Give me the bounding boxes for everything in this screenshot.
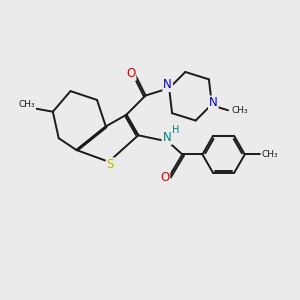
Text: CH₃: CH₃ xyxy=(232,106,248,115)
Text: O: O xyxy=(126,67,136,80)
Text: CH₃: CH₃ xyxy=(262,150,278,159)
Text: CH₃: CH₃ xyxy=(18,100,34,109)
Text: N: N xyxy=(209,96,218,110)
Text: H: H xyxy=(172,125,179,135)
Text: O: O xyxy=(160,172,169,184)
Text: N: N xyxy=(162,131,171,144)
Text: S: S xyxy=(106,158,114,171)
Text: N: N xyxy=(163,78,172,91)
